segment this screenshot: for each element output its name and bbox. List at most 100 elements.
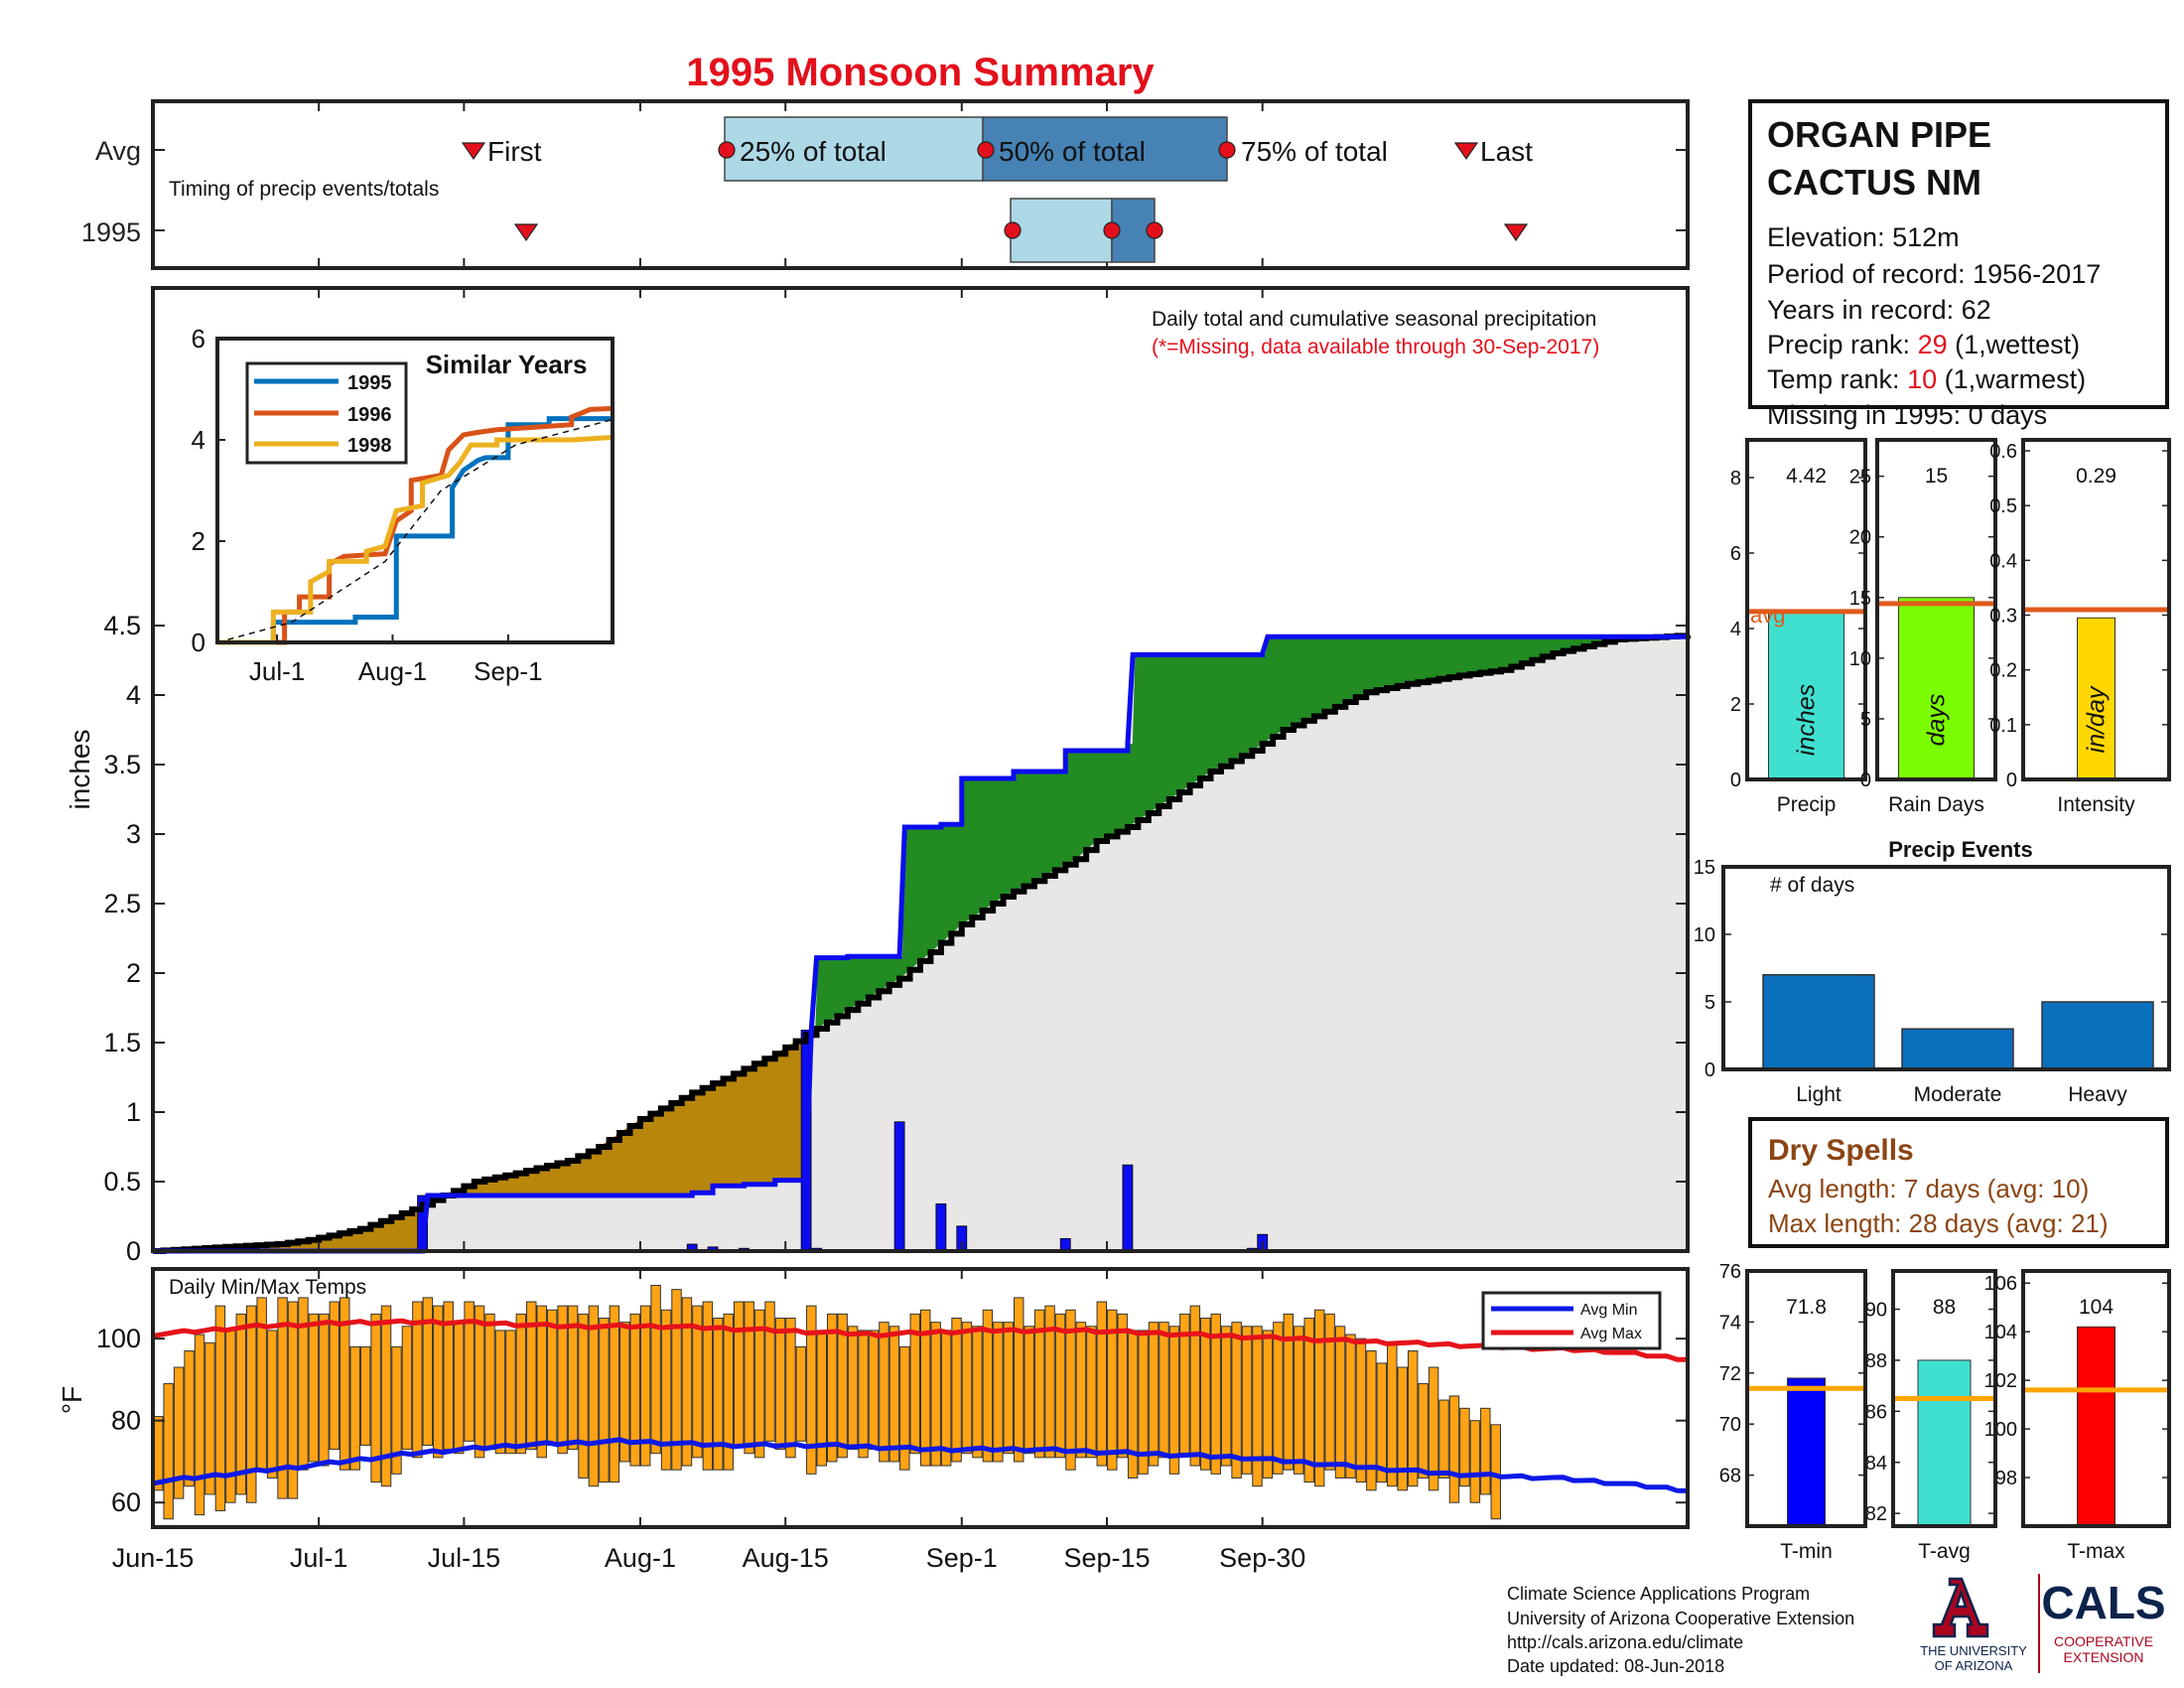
dry-spells-avg: Avg length: 7 days (avg: 10) (1768, 1174, 2089, 1203)
summary-name-label: T-avg (1918, 1540, 1971, 1563)
ua-logo-line2: OF ARIZONA (1935, 1658, 2013, 1673)
cals-logo: CALS (2041, 1577, 2165, 1628)
summary-y-tick-label: 84 (1865, 1453, 1887, 1475)
y-tick-label: 60 (111, 1487, 141, 1517)
inset-y-tick-label: 4 (192, 425, 205, 455)
daily-temp-bar (650, 1285, 661, 1455)
event-category-label: Moderate (1914, 1083, 2002, 1106)
daily-temp-bar (795, 1345, 807, 1442)
daily-temp-bar (619, 1322, 630, 1463)
events-y-tick-label: 10 (1694, 924, 1715, 946)
similar-years-inset: 0 2 4 6 Jul-1 Aug-1 Sep-1 Similar Years 1995 1… (192, 324, 614, 686)
daily-temp-bar (173, 1366, 185, 1499)
daily-temp-bar (993, 1322, 1004, 1463)
daily-temp-bar (474, 1305, 485, 1459)
temp-rank-suffix: (1,warmest) (1937, 364, 2086, 394)
daily-temp-bar (422, 1297, 434, 1446)
daily-temp-bar (1210, 1313, 1221, 1475)
daily-temp-bar (401, 1326, 413, 1451)
events-ylabel: # of days (1770, 874, 1854, 897)
avg-q25-label: 25% of total (740, 136, 887, 167)
summary-y-tick-label: 102 (1984, 1370, 2017, 1392)
daily-temp-bar (1241, 1326, 1253, 1475)
daily-temp-bar (1138, 1330, 1149, 1475)
daily-temp-bar (733, 1301, 745, 1446)
inset-ticks: 0 2 4 6 Jul-1 Aug-1 Sep-1 (192, 324, 543, 686)
summary-frame (2021, 1269, 2171, 1528)
y-tick-label: 3 (126, 819, 141, 849)
summary-y-tick-label: 0.1 (1989, 715, 2017, 737)
daily-temp-bar (1407, 1350, 1419, 1487)
daily-temp-bar (453, 1322, 465, 1455)
summary-y-tick-label: 70 (1719, 1414, 1741, 1436)
daily-temp-bar (723, 1313, 734, 1471)
summary-frame (1891, 1269, 1997, 1528)
inset-line-1998 (217, 434, 614, 645)
temp-summary-panels: 68 70 72 74 76 71.8 T-min 82 84 86 88 90 88 T-avg 98 10… (1719, 1261, 2171, 1563)
x-tick-label: Sep-30 (1219, 1543, 1305, 1573)
timing-row-avg: Avg (95, 136, 141, 166)
event-bar-moderate (1901, 1028, 2014, 1070)
y1995-q75-marker (1146, 221, 1163, 239)
daily-temp-bar (1459, 1407, 1470, 1487)
daily-temp-bar (1148, 1322, 1160, 1467)
daily-temp-bar (1324, 1313, 1335, 1471)
daily-temp-bar (1252, 1326, 1263, 1487)
summary-y-tick-label: 0.3 (1989, 606, 2017, 628)
coop-logo-line1: COOPERATIVE (2054, 1633, 2153, 1649)
daily-temp-bar (713, 1318, 724, 1471)
average-cumulative-line (153, 633, 1691, 1254)
daily-temp-bar (205, 1341, 215, 1495)
daily-temp-bar (888, 1326, 900, 1463)
daily-temp-bar (1044, 1305, 1055, 1459)
daily-temp-bar (609, 1305, 620, 1483)
cumulative-1995-line (153, 633, 1688, 1254)
daily-temp-bar (899, 1345, 910, 1471)
daily-temp-bar (1334, 1326, 1346, 1478)
summary-y-tick-label: 86 (1865, 1401, 1887, 1423)
legend-1998-label: 1998 (347, 435, 392, 457)
station-info: ORGAN PIPE CACTUS NM Elevation: 512m Per… (1748, 99, 2169, 430)
daily-temp-bar (494, 1330, 506, 1455)
event-category-label: Light (1796, 1083, 1842, 1106)
legend-1996-label: 1996 (347, 404, 392, 426)
daily-temp-bar (671, 1289, 682, 1471)
temps-frame (151, 1267, 1690, 1529)
daily-temp-bar (1107, 1309, 1118, 1471)
avg-q25-marker (718, 141, 736, 159)
station-precip-rank: Precip rank: 29 (1,wettest) (1767, 330, 2080, 359)
y-tick-label: 1 (126, 1097, 141, 1127)
summary-y-tick-label: 106 (1984, 1273, 2017, 1295)
footer-line2: University of Arizona Cooperative Extens… (1507, 1609, 1854, 1628)
station-name-line2: CACTUS NM (1767, 162, 1981, 203)
summary-y-tick-label: 10 (1849, 648, 1871, 670)
summary-y-tick-label: 25 (1849, 467, 1871, 489)
inset-avg-line (216, 418, 614, 643)
avg-max-line (152, 1318, 1689, 1362)
legend-avg-max-label: Avg Max (1580, 1326, 1642, 1342)
daily-temp-bar (557, 1305, 568, 1455)
legend-avg-min-label: Avg Min (1580, 1302, 1638, 1319)
summary-y-tick-label: 20 (1849, 527, 1871, 549)
summary-value-label: 88 (1933, 1296, 1956, 1319)
legend-1995-label: 1995 (347, 372, 392, 394)
timing-ticks (152, 101, 1688, 268)
daily-temp-bar (1262, 1330, 1274, 1478)
daily-temp-bar (1033, 1309, 1045, 1459)
daily-temp-bar (536, 1305, 547, 1459)
inset-title: Similar Years (426, 350, 588, 379)
summary-name-label: Rain Days (1888, 793, 1984, 816)
station-years: Years in record: 62 (1767, 295, 1991, 325)
summary-y-tick-label: 72 (1719, 1363, 1741, 1385)
summary-y-tick-label: 76 (1719, 1261, 1741, 1283)
station-name-line1: ORGAN PIPE (1767, 114, 1991, 155)
y-tick-label: 0.5 (103, 1167, 141, 1196)
precip-rank-suffix: (1,wettest) (1948, 330, 2081, 359)
summary-bar (1787, 1377, 1826, 1527)
precip-note: Daily total and cumulative seasonal prec… (1152, 308, 1596, 331)
daily-temp-bar (1294, 1326, 1304, 1475)
dry-spells-title: Dry Spells (1768, 1134, 1914, 1167)
y-tick-label: 3.5 (103, 750, 141, 779)
precip-frame (151, 286, 1690, 1253)
